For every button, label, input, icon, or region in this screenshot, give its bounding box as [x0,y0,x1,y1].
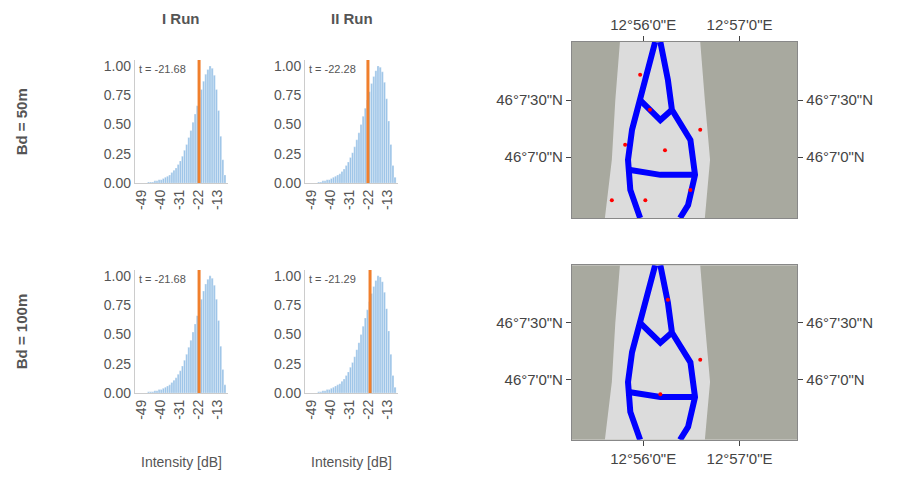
svg-text:Intensity [dB]: Intensity [dB] [311,454,392,470]
svg-text:t = -21.68: t = -21.68 [139,63,186,75]
svg-text:-13: -13 [379,190,395,210]
svg-text:-49: -49 [303,399,319,419]
svg-text:1.00: 1.00 [274,268,301,284]
svg-text:46°7'0"N: 46°7'0"N [806,371,864,388]
svg-text:0.50: 0.50 [274,326,301,342]
svg-text:0.25: 0.25 [104,356,131,372]
svg-text:-31: -31 [171,190,187,210]
svg-text:0.50: 0.50 [104,326,131,342]
svg-text:0.00: 0.00 [274,175,301,191]
svg-text:0.50: 0.50 [274,116,301,132]
svg-text:-22: -22 [190,190,206,210]
svg-text:12°56'0"E: 12°56'0"E [610,16,676,33]
svg-text:0.75: 0.75 [274,87,301,103]
svg-text:I Run: I Run [162,10,200,27]
svg-text:46°7'30"N: 46°7'30"N [496,91,563,108]
svg-text:-13: -13 [209,399,225,419]
svg-text:0.75: 0.75 [104,87,131,103]
svg-text:-22: -22 [360,399,376,419]
svg-text:Bd = 50m: Bd = 50m [13,88,30,155]
svg-text:Intensity [dB]: Intensity [dB] [141,454,222,470]
svg-text:46°7'30"N: 46°7'30"N [496,314,563,331]
svg-text:-31: -31 [341,399,357,419]
svg-text:-31: -31 [171,399,187,419]
svg-text:1.00: 1.00 [274,58,301,74]
svg-text:-31: -31 [341,190,357,210]
svg-text:1.00: 1.00 [104,58,131,74]
svg-text:0.75: 0.75 [274,297,301,313]
svg-text:46°7'0"N: 46°7'0"N [505,371,563,388]
svg-text:46°7'0"N: 46°7'0"N [806,148,864,165]
svg-text:1.00: 1.00 [104,268,131,284]
svg-text:46°7'30"N: 46°7'30"N [806,314,873,331]
svg-text:-49: -49 [133,190,149,210]
svg-text:0.00: 0.00 [104,385,131,401]
svg-text:0.25: 0.25 [274,146,301,162]
svg-text:-13: -13 [209,190,225,210]
svg-text:-49: -49 [303,190,319,210]
svg-text:0.75: 0.75 [104,297,131,313]
svg-text:-40: -40 [152,190,168,210]
svg-text:-40: -40 [152,399,168,419]
svg-text:0.50: 0.50 [104,116,131,132]
svg-text:t = -21.29: t = -21.29 [309,273,356,285]
svg-text:46°7'30"N: 46°7'30"N [806,91,873,108]
svg-text:0.25: 0.25 [104,146,131,162]
svg-text:-13: -13 [379,399,395,419]
svg-text:t = -21.68: t = -21.68 [139,273,186,285]
svg-text:0.00: 0.00 [104,175,131,191]
svg-text:-22: -22 [190,399,206,419]
svg-text:0.25: 0.25 [274,356,301,372]
svg-text:-22: -22 [360,190,376,210]
svg-text:12°56'0"E: 12°56'0"E [610,450,676,467]
svg-text:Bd = 100m: Bd = 100m [13,294,30,369]
svg-text:t = -22.28: t = -22.28 [309,63,356,75]
svg-text:46°7'0"N: 46°7'0"N [505,148,563,165]
svg-text:-49: -49 [133,399,149,419]
svg-text:-40: -40 [322,399,338,419]
svg-text:12°57'0"E: 12°57'0"E [707,450,773,467]
svg-text:12°57'0"E: 12°57'0"E [707,16,773,33]
svg-text:-40: -40 [322,190,338,210]
svg-text:II Run: II Run [331,10,373,27]
svg-text:0.00: 0.00 [274,385,301,401]
